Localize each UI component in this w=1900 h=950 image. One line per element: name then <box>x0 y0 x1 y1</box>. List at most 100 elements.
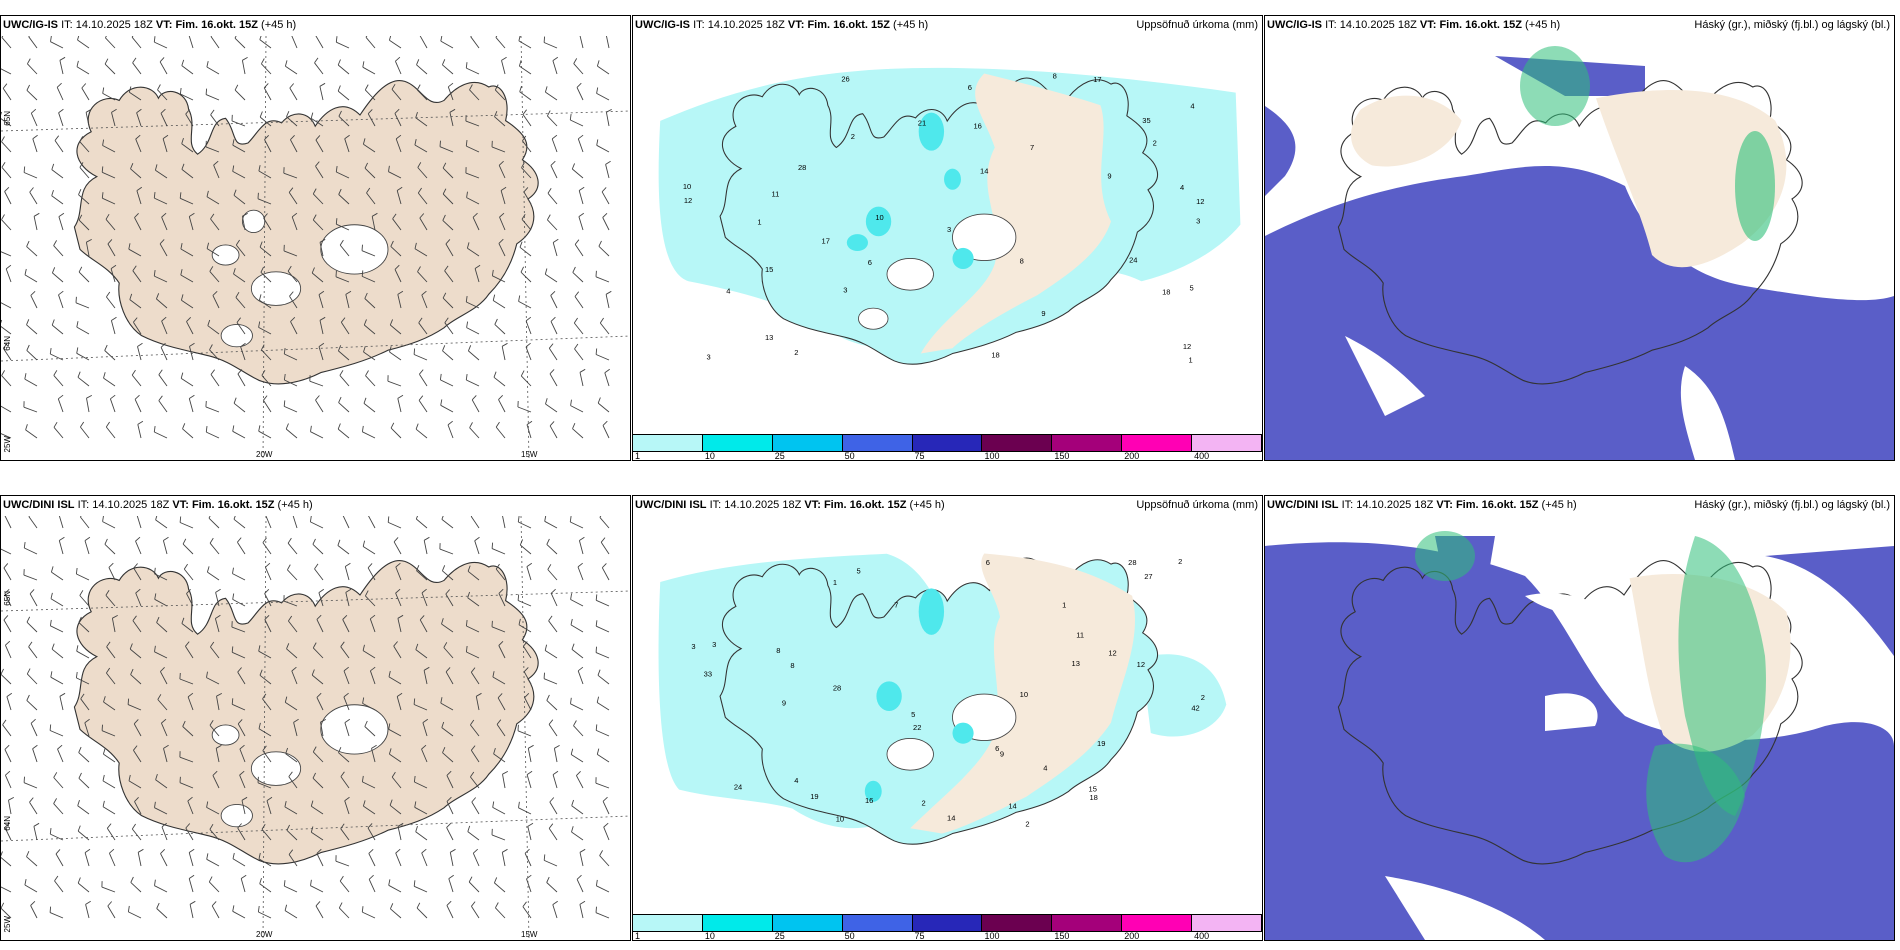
wind-barb-flag <box>30 290 36 296</box>
wind-barb-flag <box>283 373 286 381</box>
wind-barb <box>518 40 532 49</box>
wind-barb-flag <box>416 59 420 65</box>
precip-value: 3 <box>947 225 951 234</box>
wind-barb <box>54 880 64 893</box>
wind-barb-flag <box>259 111 263 118</box>
wind-barb <box>180 197 194 205</box>
wind-barb-flag <box>51 163 55 170</box>
wind-barb <box>108 567 116 581</box>
wind-barb <box>388 676 402 685</box>
wind-barb-flag <box>361 244 363 251</box>
wind-barb-flag <box>494 111 498 117</box>
wind-barb-flag <box>258 321 261 328</box>
wind-barb-flag <box>469 422 473 428</box>
wind-barb <box>133 723 142 737</box>
wind-barb <box>134 399 142 413</box>
wind-map <box>1 36 630 460</box>
wind-barb-flag <box>469 84 473 91</box>
wind-barb-flag <box>315 901 321 907</box>
wind-barb-flag <box>525 342 531 348</box>
wind-barb-flag <box>337 59 341 66</box>
wind-barb-flag <box>345 588 352 593</box>
wind-barb-flag <box>258 165 261 172</box>
wind-barb-flag <box>77 825 81 832</box>
wind-barb <box>262 542 272 555</box>
wind-barb-flag <box>520 266 525 273</box>
wind-barb-flag <box>186 316 192 322</box>
wind-barb-flag <box>445 667 451 673</box>
wind-barb-flag <box>595 906 597 913</box>
wind-barb <box>319 86 324 101</box>
wind-barb-flag <box>491 542 494 549</box>
precip-value: 9 <box>1041 309 1045 318</box>
wind-barb <box>1 302 12 309</box>
wind-barb <box>78 777 90 789</box>
wind-barb <box>472 217 480 231</box>
wind-barb-flag <box>159 57 165 63</box>
wind-barb <box>259 246 272 257</box>
wind-barb-flag <box>189 900 196 905</box>
wind-barb-flag <box>367 823 373 829</box>
wind-barb-flag <box>415 825 418 832</box>
wind-barb <box>595 782 610 789</box>
wind-barb <box>287 542 298 555</box>
wind-barb <box>285 753 298 763</box>
wind-barb <box>1 673 12 685</box>
wind-barb <box>59 60 64 75</box>
wind-barb <box>543 678 558 685</box>
wind-barb-flag <box>78 266 83 273</box>
wind-barb <box>492 275 506 283</box>
wind-barb-flag <box>345 290 352 295</box>
wind-barb-flag <box>470 36 472 37</box>
wind-barb-flag <box>131 36 134 38</box>
wind-barb <box>389 753 402 763</box>
wind-barb <box>105 426 116 439</box>
wind-barb <box>262 698 272 711</box>
lon-label: 20W <box>256 450 273 459</box>
precip-value: 10 <box>1020 690 1028 699</box>
wind-barb <box>414 144 428 153</box>
wind-barb-flag <box>518 60 522 67</box>
wind-barb-flag <box>110 394 116 400</box>
wind-barb <box>24 884 38 893</box>
wind-barb <box>160 347 168 361</box>
wind-barb-flag <box>595 879 598 886</box>
precip-value: 8 <box>1053 71 1057 80</box>
wind-barb-flag <box>604 368 610 374</box>
wind-barb <box>129 91 142 101</box>
wind-barb-flag <box>493 877 498 884</box>
wind-barb <box>26 89 38 101</box>
wind-barb <box>368 853 376 867</box>
wind-barb <box>79 595 90 607</box>
wind-barb <box>364 89 376 101</box>
wind-barb <box>24 547 38 555</box>
wind-barb <box>447 86 454 101</box>
precip-value: 3 <box>706 353 710 362</box>
wind-barb-flag <box>101 192 104 199</box>
wind-barb-flag <box>137 420 144 425</box>
wind-barb-flag <box>310 800 314 807</box>
wind-barb <box>596 885 610 893</box>
wind-barb-flag <box>1 111 3 116</box>
wind-barb <box>445 243 454 257</box>
wind-barb <box>77 882 90 893</box>
wind-barb <box>597 65 610 75</box>
wind-barb <box>319 242 324 257</box>
wind-barb-flag <box>287 564 291 571</box>
wind-barb-flag <box>160 108 166 114</box>
wind-barb <box>4 749 12 763</box>
precip-value: 10 <box>836 815 844 824</box>
wind-barb <box>494 89 506 101</box>
wind-barb <box>523 191 532 205</box>
wind-barb <box>465 120 480 127</box>
wind-barb-flag <box>130 163 134 169</box>
wind-barb <box>3 567 12 581</box>
wind-barb-flag <box>312 746 317 753</box>
wind-barb <box>601 191 610 205</box>
wind-barb-flag <box>395 56 401 62</box>
wind-barb-flag <box>441 516 444 520</box>
wind-barb <box>362 650 376 659</box>
wind-barb-flag <box>570 697 572 704</box>
wind-barb-flag <box>320 719 327 723</box>
wind-barb <box>519 65 532 75</box>
